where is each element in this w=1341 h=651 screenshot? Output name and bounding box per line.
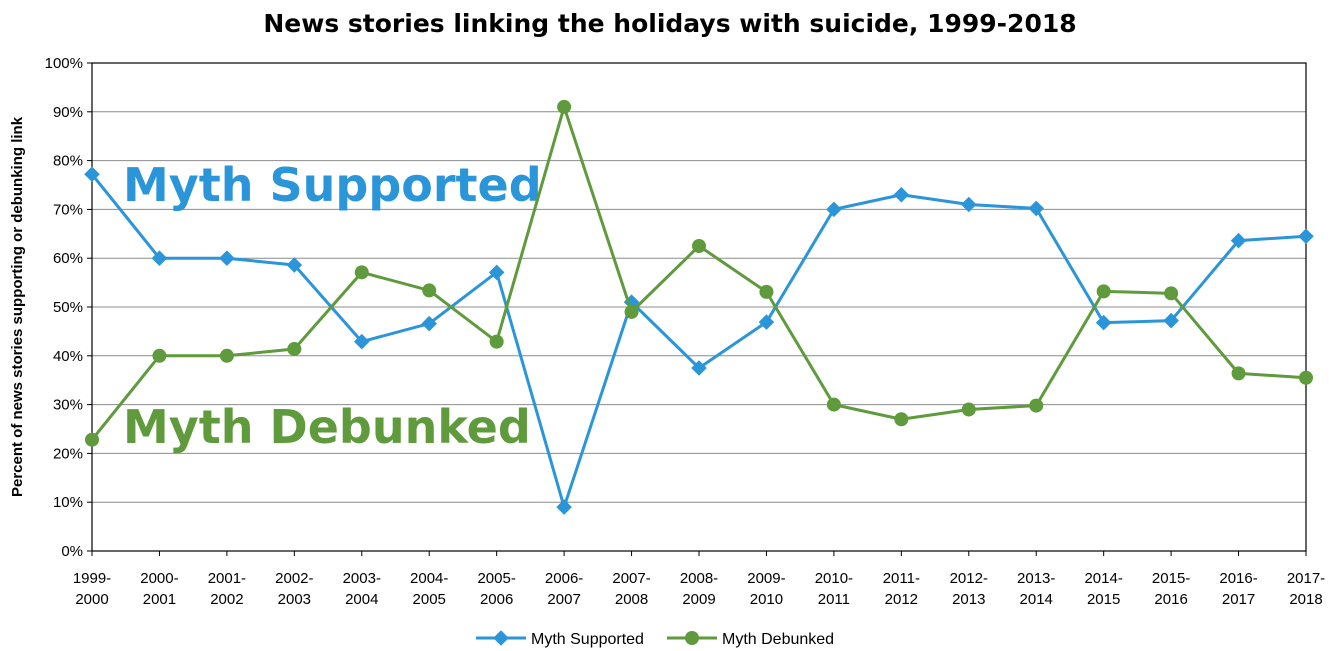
data-point-myth-debunked [1096,284,1111,299]
data-point-myth-supported [556,499,572,515]
x-tick-label: 2012-2013 [950,570,988,608]
x-tick-label: 2009-2010 [747,570,785,608]
y-tick-label: 50% [53,299,83,316]
data-point-myth-supported [826,201,842,218]
data-point-myth-supported [1095,314,1112,331]
data-point-myth-debunked [759,284,774,299]
series-line-myth-supported [90,173,1307,509]
legend-marker-supported [493,630,509,646]
legend-label-supported: Myth Supported [531,631,644,648]
data-point-myth-supported [1298,228,1314,245]
data-point-myth-debunked [422,283,437,298]
x-tick-label: 2014-2015 [1084,570,1122,608]
legend: Myth Supported Myth Debunked [476,630,834,648]
x-tick-label: 2000-2001 [140,570,178,608]
data-point-myth-debunked [826,397,841,412]
data-point-myth-debunked [624,304,639,319]
y-tick-label: 60% [53,250,83,267]
data-point-myth-debunked [894,412,909,427]
data-point-myth-debunked [287,341,302,356]
y-tick-label: 70% [53,201,83,218]
y-axis-label: Percent of news stories supporting or de… [9,116,26,497]
y-tick-label: 0% [61,543,83,560]
data-point-myth-debunked [85,432,99,447]
y-tick-label: 20% [53,445,83,462]
data-point-myth-debunked [692,239,706,253]
data-point-myth-debunked [1029,398,1044,413]
x-tick-label: 2003-2004 [343,570,381,608]
x-axis-ticks: 1999-2000 2000-2001 2001-2002 2002-2003 2003… [73,551,1325,608]
y-tick-label: 100% [45,55,83,72]
chart-title: News stories linking the holidays with s… [263,9,1076,38]
data-point-myth-debunked [489,334,504,349]
annotation-myth-debunked: Myth Debunked [123,400,531,454]
data-point-myth-supported [960,196,977,213]
series-line-myth-debunked [90,105,1307,441]
x-tick-label: 2007-2008 [612,570,650,608]
x-tick-label: 1999-2000 [73,570,111,608]
data-point-myth-supported [1163,312,1179,329]
y-tick-label: 30% [53,397,83,414]
x-tick-label: 2001-2002 [208,570,246,608]
data-point-myth-debunked [961,402,976,417]
x-tick-label: 2017-2018 [1287,570,1325,608]
x-tick-label: 2010-2011 [815,570,853,608]
x-tick-label: 2004-2005 [410,570,448,608]
data-point-myth-debunked [1164,286,1179,301]
data-point-myth-debunked [1231,366,1246,381]
annotation-myth-supported: Myth Supported [123,158,542,212]
data-point-myth-debunked [152,348,167,363]
data-point-myth-supported [1230,232,1247,249]
legend-marker-debunked [685,631,699,645]
y-tick-label: 90% [53,104,83,121]
data-point-myth-debunked [1299,370,1313,385]
y-tick-label: 10% [53,494,83,511]
x-tick-label: 2016-2017 [1219,570,1257,608]
y-axis-ticks: 0% 10% 20% 30% 40% 50% 60% 70% 80% 90% 100% [45,55,92,560]
data-point-myth-debunked [219,348,234,363]
x-tick-label: 2015-2016 [1152,570,1190,608]
y-tick-label: 40% [53,348,83,365]
x-tick-label: 2005-2006 [477,570,515,608]
series-group [84,99,1314,515]
y-tick-label: 80% [53,153,83,170]
data-point-myth-supported [893,186,910,203]
data-point-myth-supported [1028,200,1045,217]
x-tick-label: 2002-2003 [275,570,313,608]
x-tick-label: 2013-2014 [1017,570,1055,608]
legend-label-debunked: Myth Debunked [722,631,834,648]
x-tick-label: 2011-2012 [883,570,920,608]
x-tick-label: 2008-2009 [680,570,718,608]
data-point-myth-supported [219,250,235,266]
data-point-myth-supported [84,166,100,183]
data-point-myth-debunked [354,265,369,280]
data-point-myth-debunked [557,99,572,114]
x-tick-label: 2006-2007 [545,570,583,608]
data-point-myth-supported [151,250,168,266]
